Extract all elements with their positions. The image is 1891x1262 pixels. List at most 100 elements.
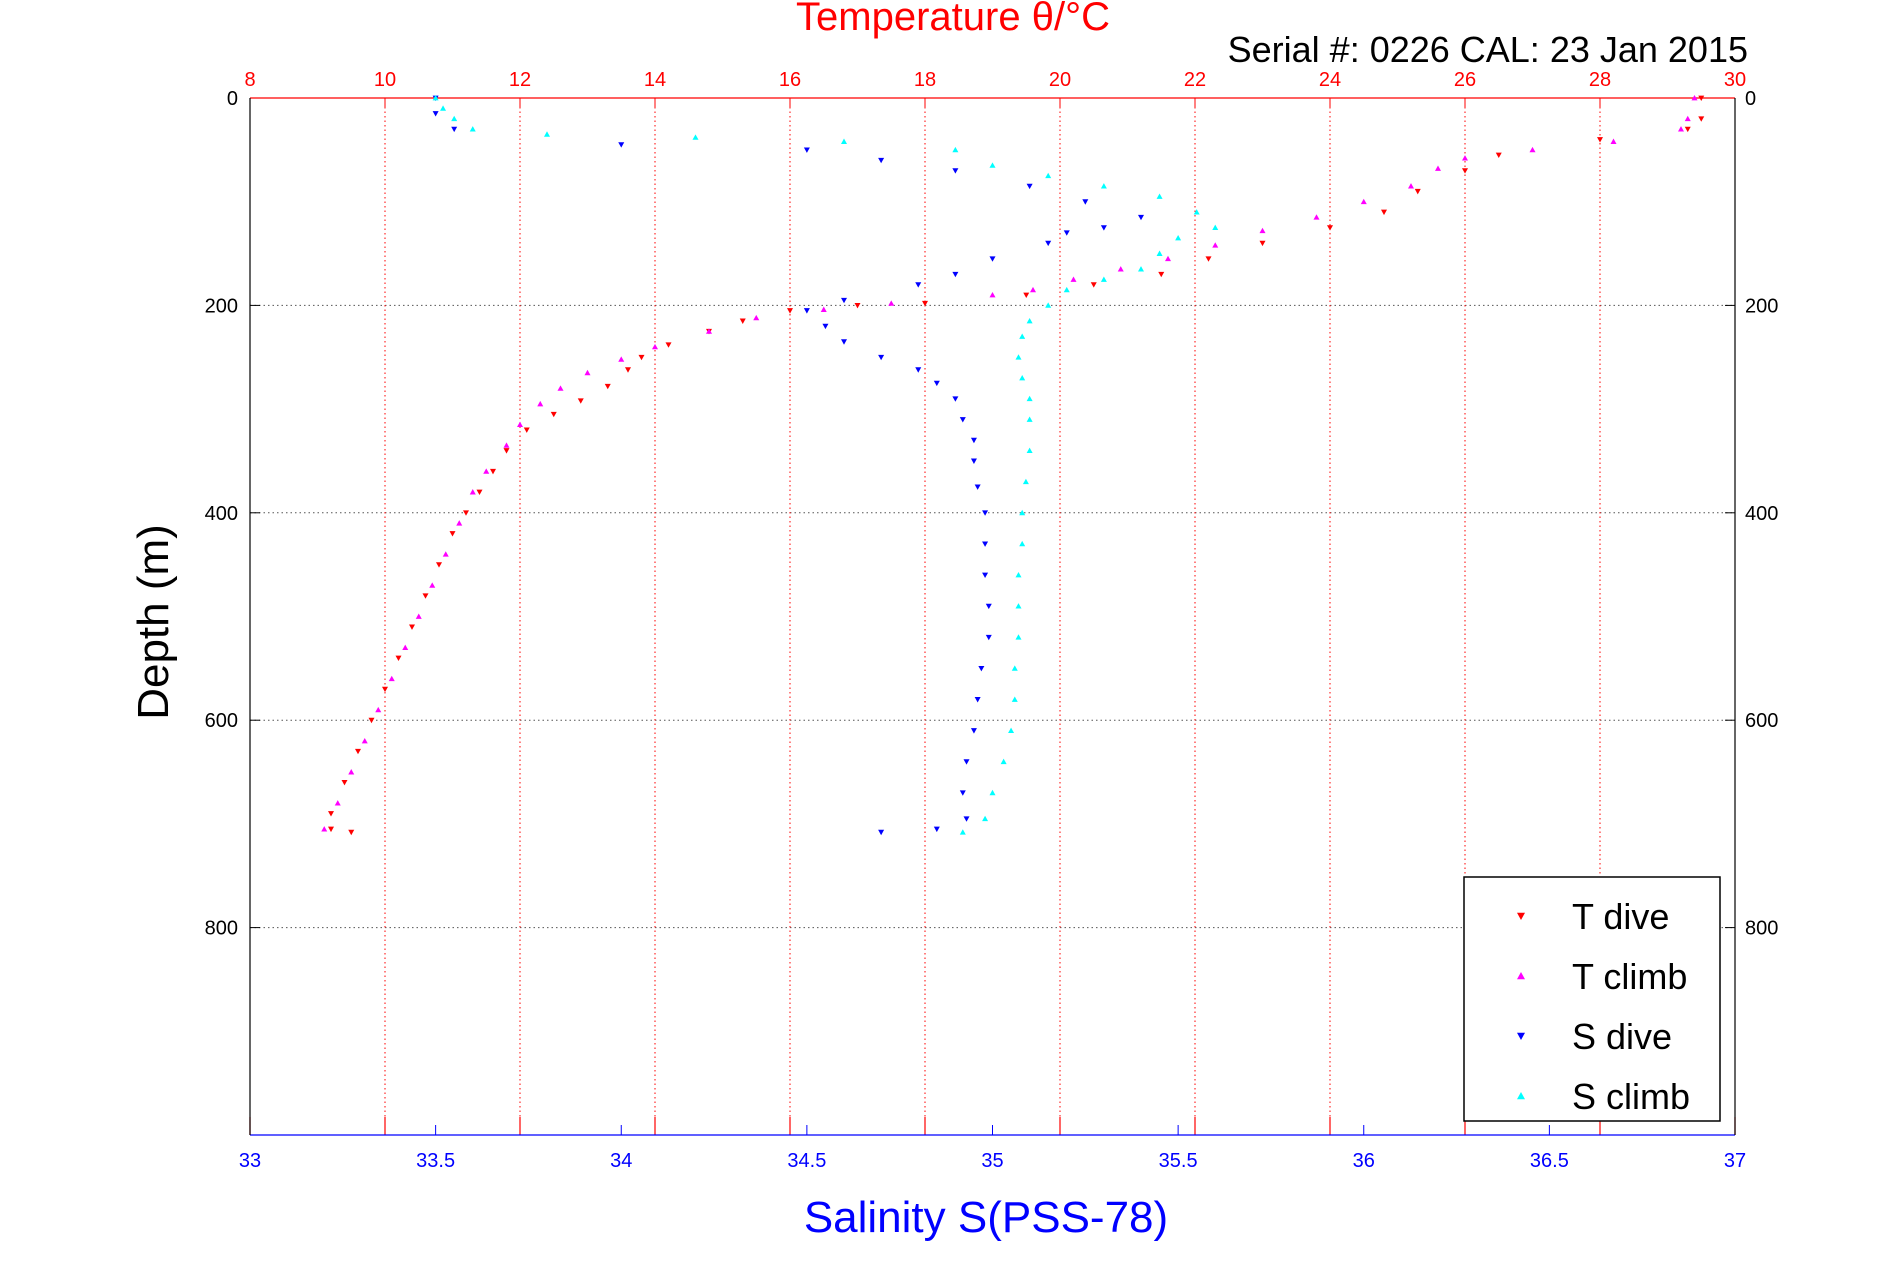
y-tick-label-right: 800 xyxy=(1745,918,1778,940)
data-point xyxy=(970,728,977,734)
data-point xyxy=(1684,126,1691,133)
data-point xyxy=(854,303,861,309)
data-point xyxy=(361,737,368,744)
y-tick-label: 400 xyxy=(205,503,238,525)
data-point xyxy=(959,790,966,796)
data-point xyxy=(1045,302,1052,308)
data-point xyxy=(1019,509,1026,516)
data-point xyxy=(388,675,395,682)
y-tick-label: 600 xyxy=(205,710,238,732)
data-point xyxy=(978,665,985,672)
y-tick-label-right: 400 xyxy=(1745,503,1778,525)
data-point xyxy=(822,323,829,330)
data-point xyxy=(1678,126,1684,132)
data-point xyxy=(1015,634,1022,640)
data-point xyxy=(952,168,959,174)
data-point xyxy=(963,759,970,765)
data-point xyxy=(803,308,810,314)
data-point xyxy=(652,343,658,350)
temperature-tick-label: 8 xyxy=(244,69,255,91)
data-point xyxy=(584,369,591,376)
data-point xyxy=(1019,333,1026,339)
data-point xyxy=(409,624,415,630)
data-point xyxy=(1313,214,1320,220)
data-point xyxy=(463,510,469,516)
data-point xyxy=(878,157,885,164)
data-point xyxy=(618,356,625,362)
legend: T dive T climb S dive S climb xyxy=(1463,876,1721,1122)
data-point xyxy=(1212,224,1219,231)
temperature-tick-label: 16 xyxy=(779,69,801,91)
data-point xyxy=(739,318,746,324)
data-point xyxy=(1193,209,1200,215)
data-point xyxy=(952,396,959,402)
salinity-tick-label: 33.5 xyxy=(416,1150,455,1172)
data-point xyxy=(888,300,895,306)
data-point xyxy=(1691,95,1698,101)
data-point xyxy=(1259,227,1266,234)
data-point xyxy=(1684,115,1691,122)
data-point xyxy=(1100,183,1107,189)
data-point xyxy=(1360,198,1367,205)
data-point xyxy=(753,314,760,321)
data-point xyxy=(841,297,847,304)
temperature-tick-label: 14 xyxy=(644,69,666,91)
data-point xyxy=(1026,416,1033,422)
data-point xyxy=(1008,727,1015,733)
data-point xyxy=(982,510,989,516)
data-point xyxy=(985,634,992,641)
data-point xyxy=(355,748,361,755)
data-point xyxy=(1082,199,1089,205)
data-point xyxy=(820,306,827,312)
temperature-tick-label: 24 xyxy=(1319,69,1341,91)
data-point xyxy=(959,829,966,835)
data-point xyxy=(878,829,885,836)
data-point xyxy=(706,328,712,334)
data-point xyxy=(1019,374,1026,381)
data-point xyxy=(449,531,456,537)
data-point xyxy=(523,427,530,433)
temperature-tick-label: 28 xyxy=(1589,69,1611,91)
data-point xyxy=(1100,276,1107,282)
data-point xyxy=(577,398,584,404)
data-point xyxy=(933,826,940,833)
data-point xyxy=(1138,214,1144,221)
y-tick-label-right: 0 xyxy=(1745,88,1756,110)
data-point xyxy=(952,271,959,278)
data-point xyxy=(415,613,422,619)
data-point xyxy=(382,686,388,693)
data-point xyxy=(348,829,355,836)
data-point xyxy=(1158,271,1165,278)
data-point xyxy=(1698,116,1705,122)
data-point xyxy=(469,489,476,495)
x-ticks-temperature: 8 10 12 14 16 18 20 22 24 26 28 30 xyxy=(244,69,1746,91)
salinity-tick-label: 36.5 xyxy=(1530,1150,1569,1172)
data-point xyxy=(503,442,510,448)
data-point xyxy=(557,385,564,391)
data-point xyxy=(841,339,847,345)
data-point xyxy=(989,162,996,168)
data-point xyxy=(878,354,885,361)
legend-marker xyxy=(1517,1032,1525,1040)
x-axis-title: Salinity S(PSS-78) xyxy=(804,1193,1168,1242)
data-point xyxy=(1019,540,1026,547)
data-point xyxy=(368,717,375,724)
data-point xyxy=(638,354,645,361)
data-point xyxy=(1435,165,1441,171)
temperature-tick-label: 22 xyxy=(1184,69,1206,91)
data-point xyxy=(1100,225,1107,231)
data-point xyxy=(1023,292,1030,299)
data-point xyxy=(1015,603,1022,609)
data-point xyxy=(1015,354,1022,360)
legend-label: S climb xyxy=(1572,1076,1690,1117)
salinity-tick-label: 36 xyxy=(1353,1150,1375,1172)
data-point xyxy=(375,706,382,713)
data-point xyxy=(963,816,970,822)
data-point xyxy=(1205,256,1212,262)
salinity-tick-label: 35 xyxy=(981,1150,1003,1172)
data-point xyxy=(841,138,847,144)
data-point xyxy=(1414,188,1421,195)
data-point xyxy=(1011,665,1018,671)
temperature-tick-label: 10 xyxy=(374,69,396,91)
data-point xyxy=(1045,172,1052,179)
